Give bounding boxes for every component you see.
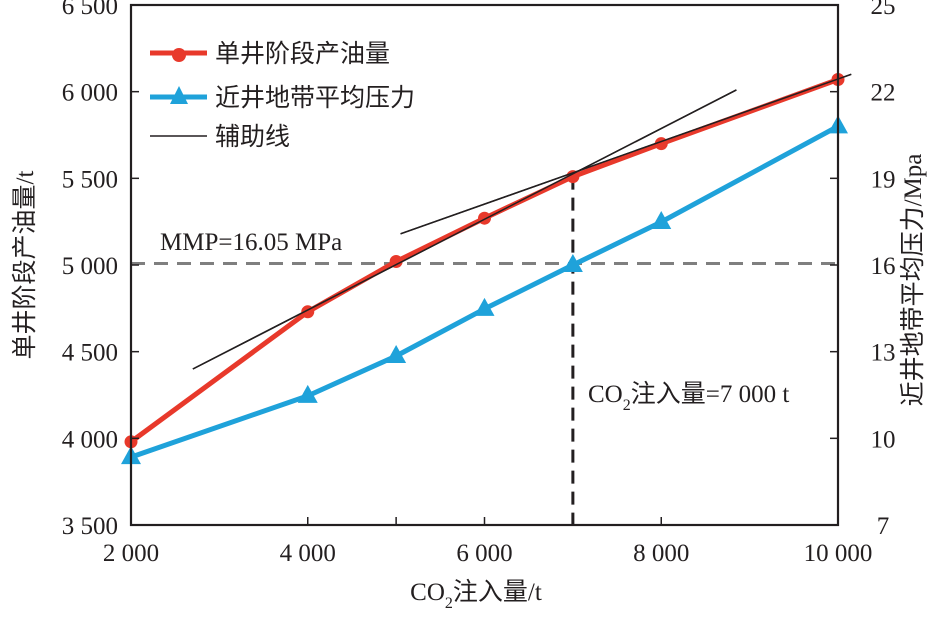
- oil-production-point: [389, 255, 403, 269]
- pressure-point: [386, 345, 407, 363]
- legend-item-pressure: 近井地带平均压力: [150, 83, 415, 112]
- mmp-label: MMP=16.05 MPa: [160, 229, 342, 256]
- legend-label-aux: 辅助线: [215, 122, 290, 151]
- co2-annot-sub: 2: [623, 397, 631, 414]
- x-title-prefix: CO: [410, 579, 445, 606]
- legend-marker-triangle-icon: [170, 86, 188, 104]
- y-right-tick-label: 19: [871, 166, 896, 193]
- y-left-tick-label: 5 000: [62, 253, 118, 280]
- ticks-layer: 2 000 4 000 6 000 8 000 10 000 3 500 4 000 4 50…: [62, 0, 896, 567]
- x-axis-title: CO2注入量/t: [410, 578, 542, 612]
- x-tick-label: 10 000: [804, 540, 873, 567]
- y-left-tick-label: 4 000: [62, 426, 118, 453]
- y-right-tick-label: 16: [871, 253, 896, 280]
- x-tick-label: 4 000: [280, 540, 336, 567]
- y-left-tick-label: 6 000: [62, 80, 118, 107]
- x-title-sub: 2: [445, 595, 453, 612]
- y-right-tick-label: 7: [877, 513, 890, 540]
- pressure-point: [297, 384, 318, 403]
- co2-injection-annotation: CO2注入量=7 000 t: [588, 380, 789, 414]
- x-tick-label: 6 000: [456, 540, 512, 567]
- y-left-tick-label: 5 500: [62, 166, 118, 193]
- co2-annot-suffix: 注入量=7 000 t: [631, 380, 790, 408]
- y-right-tick-label: 10: [871, 426, 896, 453]
- y-left-tick-label: 4 500: [62, 340, 118, 367]
- legend-label-oil: 单井阶段产油量: [215, 39, 390, 68]
- pressure-point: [651, 210, 672, 229]
- legend-marker-circle-icon: [172, 48, 186, 62]
- y-left-tick-label: 6 500: [62, 0, 118, 20]
- legend-item-oil: 单井阶段产油量: [150, 39, 390, 68]
- auxiliary-line-overlay-2: [400, 73, 852, 235]
- oil-production-point: [478, 211, 491, 225]
- y-left-tick-label: 3 500: [62, 513, 118, 540]
- x-tick-label: 8 000: [633, 540, 689, 567]
- reference-lines-layer: [131, 176, 838, 525]
- y-right-tick-label: 13: [871, 340, 896, 367]
- y-right-axis-title: 近井地带平均压力/Mpa: [899, 154, 927, 407]
- y-right-tick-label: 22: [871, 80, 896, 107]
- pressure-point: [562, 254, 583, 272]
- legend-item-aux: 辅助线: [150, 122, 290, 151]
- y-left-axis-title: 单井阶段产油量/t: [11, 171, 39, 360]
- co2-annot-prefix: CO: [588, 381, 623, 408]
- legend-label-pressure: 近井地带平均压力: [215, 83, 415, 112]
- auxiliary-line-overlay-1: [192, 89, 737, 370]
- pressure-point: [474, 297, 495, 316]
- x-title-suffix: 注入量/t: [453, 578, 542, 606]
- y-right-tick-label: 25: [871, 0, 896, 20]
- legend: 单井阶段产油量 近井地带平均压力 辅助线: [150, 39, 415, 151]
- x-tick-label: 2 000: [103, 540, 159, 567]
